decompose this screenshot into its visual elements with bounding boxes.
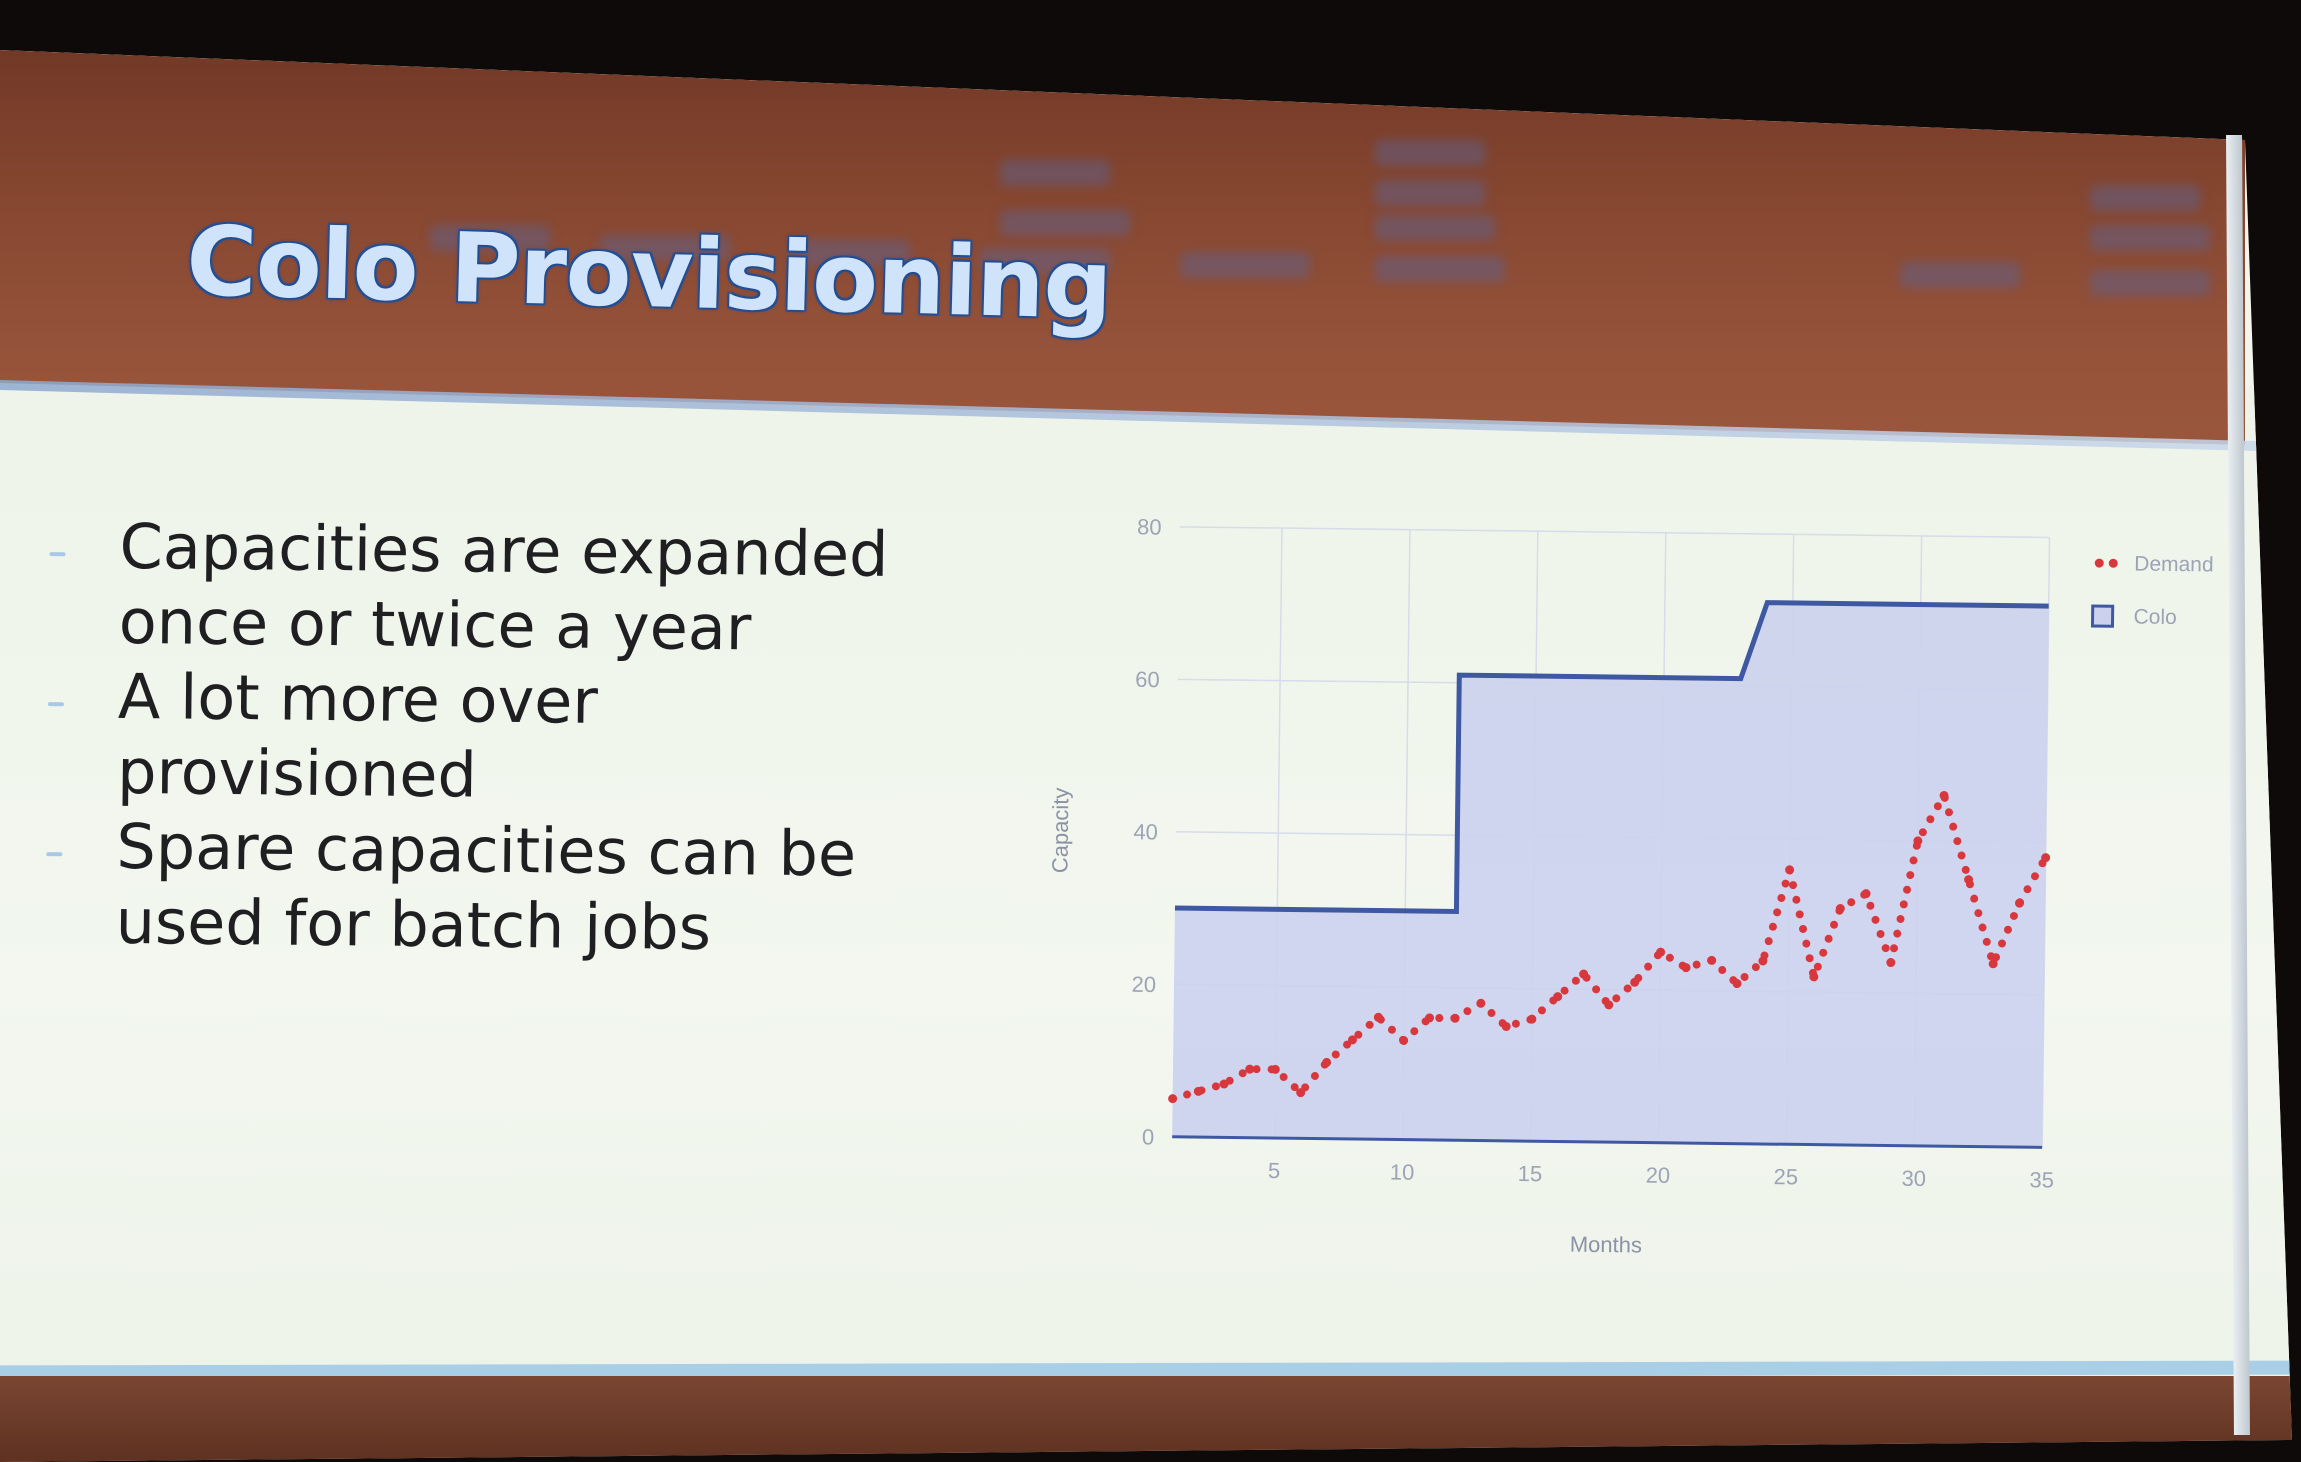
bullet-dash-icon [46,852,63,857]
bullet-text: A lot more over provisioned [116,659,599,812]
bullet-item: Capacities are expanded once or twice a … [38,508,940,667]
bullet-text: Capacities are expanded once or twice a … [118,509,889,665]
capacity-chart: 0 20 40 60 80 5 10 15 20 25 30 35 Months Capacity Dem… [1047,514,2214,1258]
demand-point [1809,972,1819,982]
demand-point [1835,904,1845,914]
demand-dotted-line [1168,791,2050,1103]
y-tick-label: 0 [1142,1124,1155,1149]
colo-line [1174,600,2049,915]
demand-point [1604,1000,1614,1010]
y-tick-label: 20 [1131,972,1156,997]
chart-axes: 0 20 40 60 80 5 10 15 20 25 30 35 Months Capacity [1047,514,2054,1258]
legend-demand-marker [2094,558,2104,568]
x-tick-label: 15 [1518,1161,1543,1186]
demand-point [1964,875,1974,885]
x-tick-label: 35 [2029,1167,2054,1192]
x-tick-label: 25 [1773,1164,1798,1189]
demand-point [1296,1088,1306,1098]
y-tick-label: 40 [1133,819,1158,844]
demand-point [1913,836,1923,846]
demand-point [1193,1086,1203,1096]
demand-point [2041,853,2051,863]
bullet-dash-icon [49,552,66,557]
demand-point [1939,790,1949,800]
demand-point [1322,1057,1332,1067]
demand-point [1450,1013,1460,1023]
y-axis-title: Capacity [1047,787,1073,873]
x-tick-label: 10 [1390,1159,1415,1184]
demand-point [1681,963,1691,973]
bullet-item: Spare capacities can be used for batch j… [35,808,937,967]
demand-point [1553,992,1563,1002]
gridline-horizontal [1179,526,2050,539]
demand-point [1476,998,1486,1008]
x-axis-line [1172,1135,2043,1149]
demand-point [1168,1094,1178,1104]
demand-point [1399,1035,1409,1045]
x-tick-label: 5 [1268,1158,1281,1183]
y-tick-label: 80 [1137,514,1162,539]
colo-area-fill [1172,602,2049,1148]
x-axis-title: Months [1570,1232,1642,1258]
demand-point [1347,1035,1357,1045]
demand-point [1373,1012,1383,1022]
demand-point [1527,1014,1537,1024]
bullet-dash-icon [47,702,64,707]
bullet-list: Capacities are expanded once or twice a … [35,508,940,967]
demand-point [1425,1013,1435,1023]
demand-point [1630,977,1640,987]
chart-legend: Demand Colo [2090,552,2214,629]
demand-point [1579,969,1589,979]
x-tick-label: 20 [1646,1163,1671,1188]
chart-series-demand [1168,790,2051,1104]
legend-demand-marker [2108,558,2118,568]
demand-point [1861,889,1871,899]
demand-point [1656,947,1666,957]
demand-point [1988,959,1998,969]
slide-footer-band [0,1376,2292,1462]
legend-label-demand: Demand [2134,552,2214,576]
legend-colo-swatch [2090,604,2115,628]
demand-point [1707,955,1717,965]
demand-point [1501,1021,1511,1031]
demand-point [1732,979,1742,989]
demand-point [2014,898,2024,908]
bullet-text: Spare capacities can be used for batch j… [115,809,857,965]
bullet-item: A lot more over provisioned [37,658,939,817]
demand-point [1219,1079,1229,1089]
y-tick-label: 60 [1135,667,1160,692]
x-tick-label: 30 [1901,1166,1926,1191]
demand-point [1270,1064,1280,1074]
chart-series-colo [1172,600,2049,1148]
demand-point [1886,958,1896,968]
legend-label-colo: Colo [2133,605,2176,629]
demand-point [1245,1064,1255,1074]
demand-point [1758,956,1768,966]
demand-point [1785,865,1795,875]
